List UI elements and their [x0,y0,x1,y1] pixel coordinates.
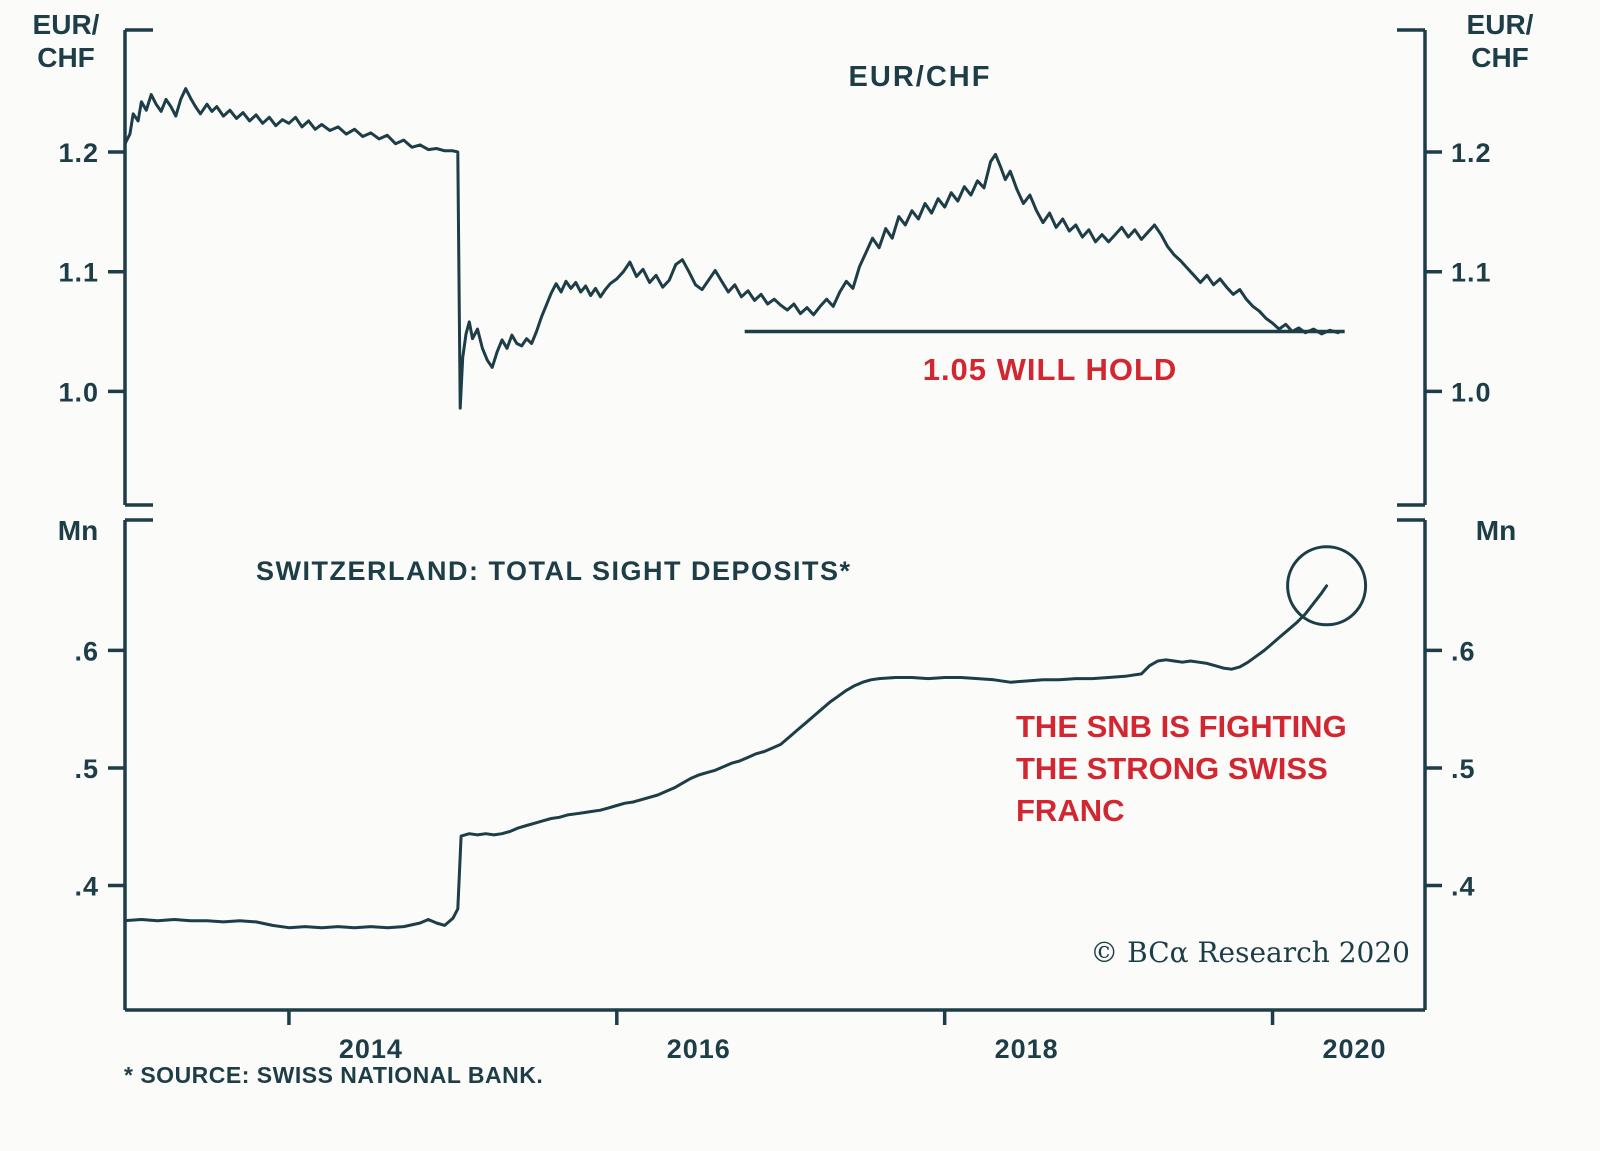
y-tick-label: .4 [74,871,99,901]
sight-deposits-series-line [123,584,1329,930]
y-tick-label: 1.0 [1451,377,1492,407]
y-tick-label: 1.1 [1451,258,1492,288]
y-axis-unit-line2: CHF [1471,42,1529,74]
eurchf-series-line [123,87,1340,410]
top-chart-title: EUR/CHF [848,61,992,93]
y-tick-label: .6 [1451,636,1476,666]
x-tick-label: 2014 [339,1034,403,1064]
y-axis-unit-top-left: EUR/ CHF [22,8,110,74]
y-axis-unit-line2: CHF [37,42,95,74]
copyright-notice: © BCα Research 2020 [1090,936,1410,969]
y-tick-label: 1.0 [58,377,99,407]
y-tick-label: .4 [1451,871,1476,901]
y-axis-unit-bottom-right: Mn [1475,515,1517,546]
y-tick-label: .6 [74,636,99,666]
x-tick-label: 2018 [995,1034,1059,1064]
source-note: * SOURCE: SWISS NATIONAL BANK. [124,1062,544,1088]
snb-callout-annotation: THE SNB IS FIGHTING THE STRONG SWISS FRA… [1016,709,1347,829]
y-tick-label: .5 [1451,754,1476,784]
y-axis-unit-top-right: EUR/ CHF [1456,8,1544,74]
x-tick-label: 2020 [1322,1034,1386,1064]
y-tick-label: 1.2 [1451,138,1492,168]
x-tick-label: 2016 [667,1034,731,1064]
end-point-circle-annotation [1286,545,1368,627]
hold-line-annotation-label: 1.05 WILL HOLD [922,352,1178,387]
y-tick-label: 1.2 [58,138,99,168]
y-tick-label: 1.1 [58,258,99,288]
bottom-chart-title: SWITZERLAND: TOTAL SIGHT DEPOSITS* [256,556,852,586]
y-axis-unit-line1: EUR/ [32,9,100,40]
y-axis-unit-bottom-left: Mn [57,515,99,546]
y-axis-unit-line1: EUR/ [1466,9,1534,40]
y-tick-label: .5 [74,754,99,784]
